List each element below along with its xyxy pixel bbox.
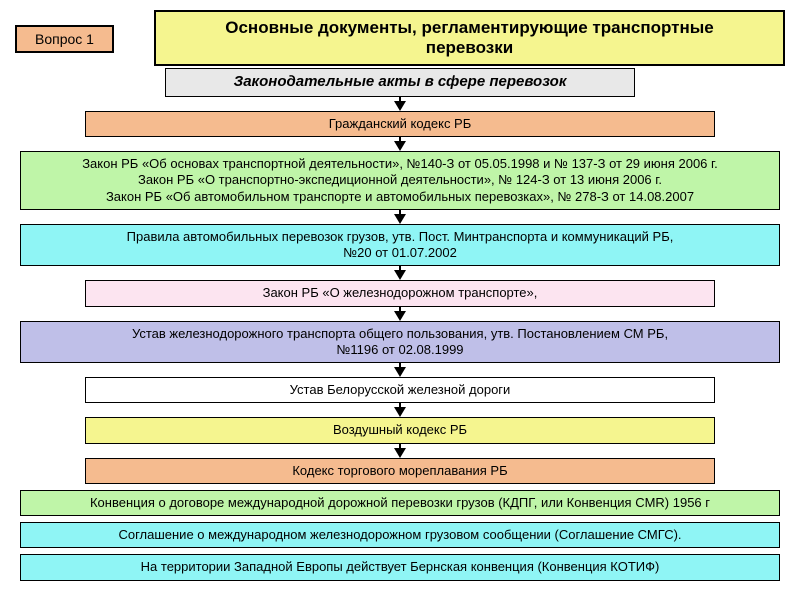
arrow: [394, 363, 406, 377]
flow-block: Кодекс торгового мореплавания РБ: [85, 458, 715, 484]
title-box: Основные документы, регламентирующие тра…: [154, 10, 785, 66]
flow-block: Закон РБ «Об основах транспортной деятел…: [20, 151, 780, 210]
arrow: [394, 307, 406, 321]
subtitle-box: Законодательные акты в сфере перевозок: [165, 68, 635, 97]
arrow: [394, 97, 406, 111]
arrow: [394, 210, 406, 224]
flow-block: Воздушный кодекс РБ: [85, 417, 715, 443]
question-box: Вопрос 1: [15, 25, 114, 53]
arrow: [394, 444, 406, 458]
flow-block: Закон РБ «О железнодорожном транспорте»,: [85, 280, 715, 306]
arrow: [394, 403, 406, 417]
flow-block: Гражданский кодекс РБ: [85, 111, 715, 137]
flow-block: На территории Западной Европы действует …: [20, 554, 780, 580]
flow-block: Устав Белорусской железной дороги: [85, 377, 715, 403]
arrow: [394, 137, 406, 151]
flowchart: Законодательные акты в сфере перевозок Г…: [15, 68, 785, 581]
flow-block: Правила автомобильных перевозок грузов, …: [20, 224, 780, 267]
flow-block: Устав железнодорожного транспорта общего…: [20, 321, 780, 364]
flow-block: Конвенция о договоре международной дорож…: [20, 490, 780, 516]
flow-block: Соглашение о международном железнодорожн…: [20, 522, 780, 548]
arrow: [394, 266, 406, 280]
